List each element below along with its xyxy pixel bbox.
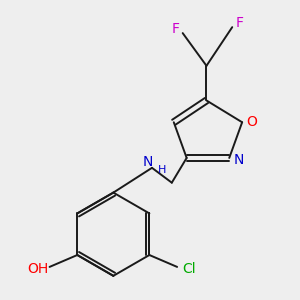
Text: N: N [234,153,244,167]
Text: F: F [172,22,180,36]
Text: O: O [247,115,257,129]
Text: OH: OH [27,262,48,276]
Text: H: H [158,165,166,175]
Text: N: N [143,155,153,169]
Text: F: F [235,16,243,30]
Text: Cl: Cl [182,262,196,276]
